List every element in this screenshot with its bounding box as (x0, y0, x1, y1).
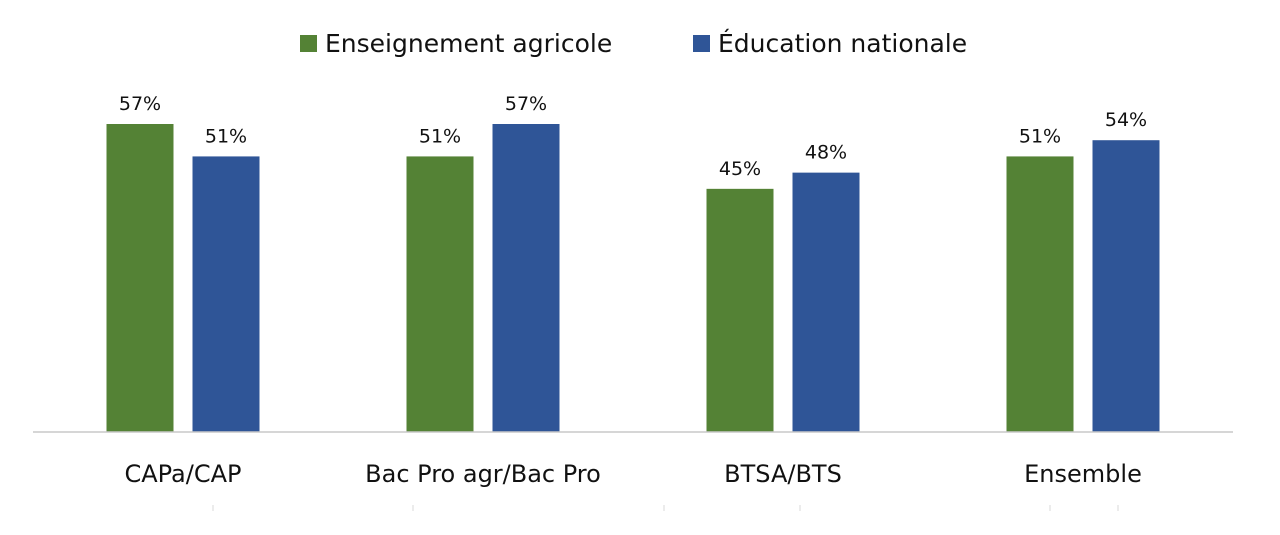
bar-education-nationale-ensemble (1092, 140, 1160, 433)
value-label-enseignement-agricole-capa-cap: 57% (119, 93, 161, 115)
x-axis-labels: CAPa/CAP Bac Pro agr/Bac Pro BTSA/BTS Ensem… (124, 460, 1141, 488)
category-label-btsa-bts: BTSA/BTS (724, 460, 842, 488)
legend: Enseignement agricole Éducation national… (300, 29, 967, 58)
bar-enseignement-agricole-ensemble (1006, 156, 1074, 432)
legend-swatch-enseignement-agricole (300, 35, 317, 52)
value-label-enseignement-agricole-bac-pro-agr-bac-pro: 51% (419, 125, 461, 147)
legend-label-enseignement-agricole: Enseignement agricole (325, 29, 612, 58)
category-label-ensemble: Ensemble (1024, 460, 1142, 488)
bars-layer: 57% 51% 51% 57% 45% 48% 51% 54% (106, 93, 1160, 433)
value-label-enseignement-agricole-ensemble: 51% (1019, 125, 1061, 147)
bar-enseignement-agricole-btsa-bts (706, 188, 774, 432)
category-label-bac-pro-agr-bac-pro: Bac Pro agr/Bac Pro (365, 460, 601, 488)
bar-education-nationale-capa-cap (192, 156, 260, 432)
bar-enseignement-agricole-bac-pro-agr-bac-pro (406, 156, 474, 432)
value-label-enseignement-agricole-btsa-bts: 45% (719, 158, 761, 180)
x-axis-ticks (212, 505, 1119, 511)
legend-swatch-education-nationale (693, 35, 710, 52)
value-label-education-nationale-capa-cap: 51% (205, 125, 247, 147)
value-label-education-nationale-bac-pro-agr-bac-pro: 57% (505, 93, 547, 115)
bar-education-nationale-bac-pro-agr-bac-pro (492, 124, 560, 432)
category-label-capa-cap: CAPa/CAP (124, 460, 241, 488)
legend-label-education-nationale: Éducation nationale (718, 29, 967, 58)
bar-enseignement-agricole-capa-cap (106, 124, 174, 432)
bar-education-nationale-btsa-bts (792, 172, 860, 432)
value-label-education-nationale-btsa-bts: 48% (805, 142, 847, 164)
value-label-education-nationale-ensemble: 54% (1105, 109, 1147, 131)
